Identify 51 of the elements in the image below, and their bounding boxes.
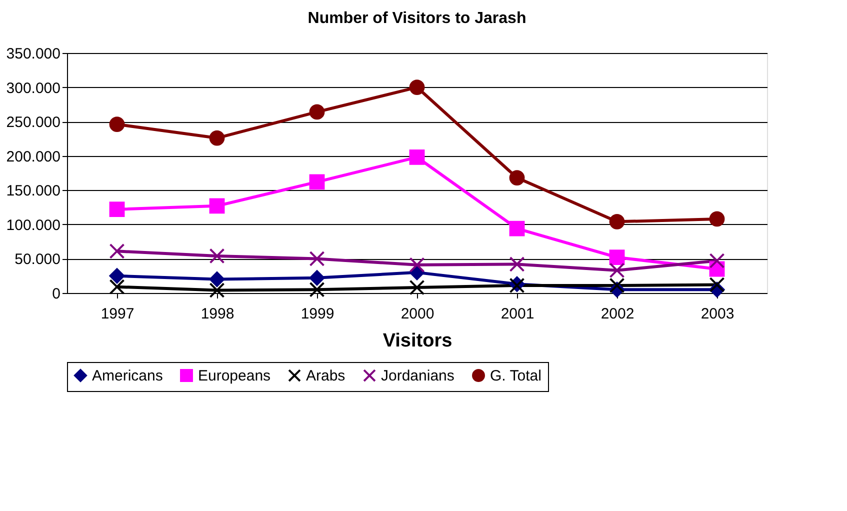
point: [609, 278, 625, 294]
point: [209, 248, 225, 264]
x-tick-label: 2001: [500, 306, 534, 322]
point: [709, 253, 725, 268]
point: [209, 198, 225, 214]
x-tick-label: 2003: [700, 306, 734, 322]
y-tick-label: 50.000: [14, 251, 60, 268]
point: [109, 268, 125, 284]
legend-label: Europeans: [198, 368, 271, 385]
x-tick-label: 1997: [100, 306, 134, 322]
legend-label: Jordanians: [381, 368, 454, 385]
x-tick-label: 1999: [300, 306, 334, 322]
point: [109, 279, 125, 295]
point: [109, 202, 125, 218]
x-tick-label: 2000: [400, 306, 434, 322]
point: [209, 130, 225, 146]
y-tick-label: 200.000: [6, 148, 60, 166]
point: [209, 282, 225, 298]
point: [509, 256, 525, 272]
legend-label: G. Total: [490, 368, 542, 385]
point: [209, 272, 225, 287]
point: [309, 174, 325, 190]
point: [409, 280, 425, 296]
point: [609, 214, 625, 230]
y-tick-label: 300.000: [6, 80, 60, 97]
point: [409, 257, 425, 273]
y-tick-label: 100.000: [6, 216, 60, 234]
point: [109, 116, 125, 132]
point: [609, 250, 625, 266]
x-tick-label: 1998: [200, 306, 234, 322]
point: [409, 150, 425, 165]
legend-label: Arabs: [306, 368, 346, 385]
point: [309, 251, 325, 266]
point: [509, 170, 525, 186]
y-tick-label: 350.000: [6, 46, 60, 62]
chart-title: Number of Visitors to Jarash: [308, 10, 526, 27]
point: [409, 80, 425, 95]
point: [309, 104, 325, 120]
legend-label: Americans: [92, 368, 163, 385]
point: [609, 262, 625, 278]
point: [309, 270, 325, 286]
point: [109, 243, 125, 259]
point: [709, 211, 725, 227]
y-tick-label: 150.000: [6, 182, 60, 200]
x-tick-label: 2002: [600, 306, 634, 322]
point: [309, 282, 325, 298]
y-tick-label: 250.000: [6, 114, 60, 132]
point: [509, 220, 525, 236]
x-axis-title: Visitors: [382, 330, 452, 352]
y-tick-label: 0: [52, 286, 60, 302]
point: [709, 277, 725, 292]
